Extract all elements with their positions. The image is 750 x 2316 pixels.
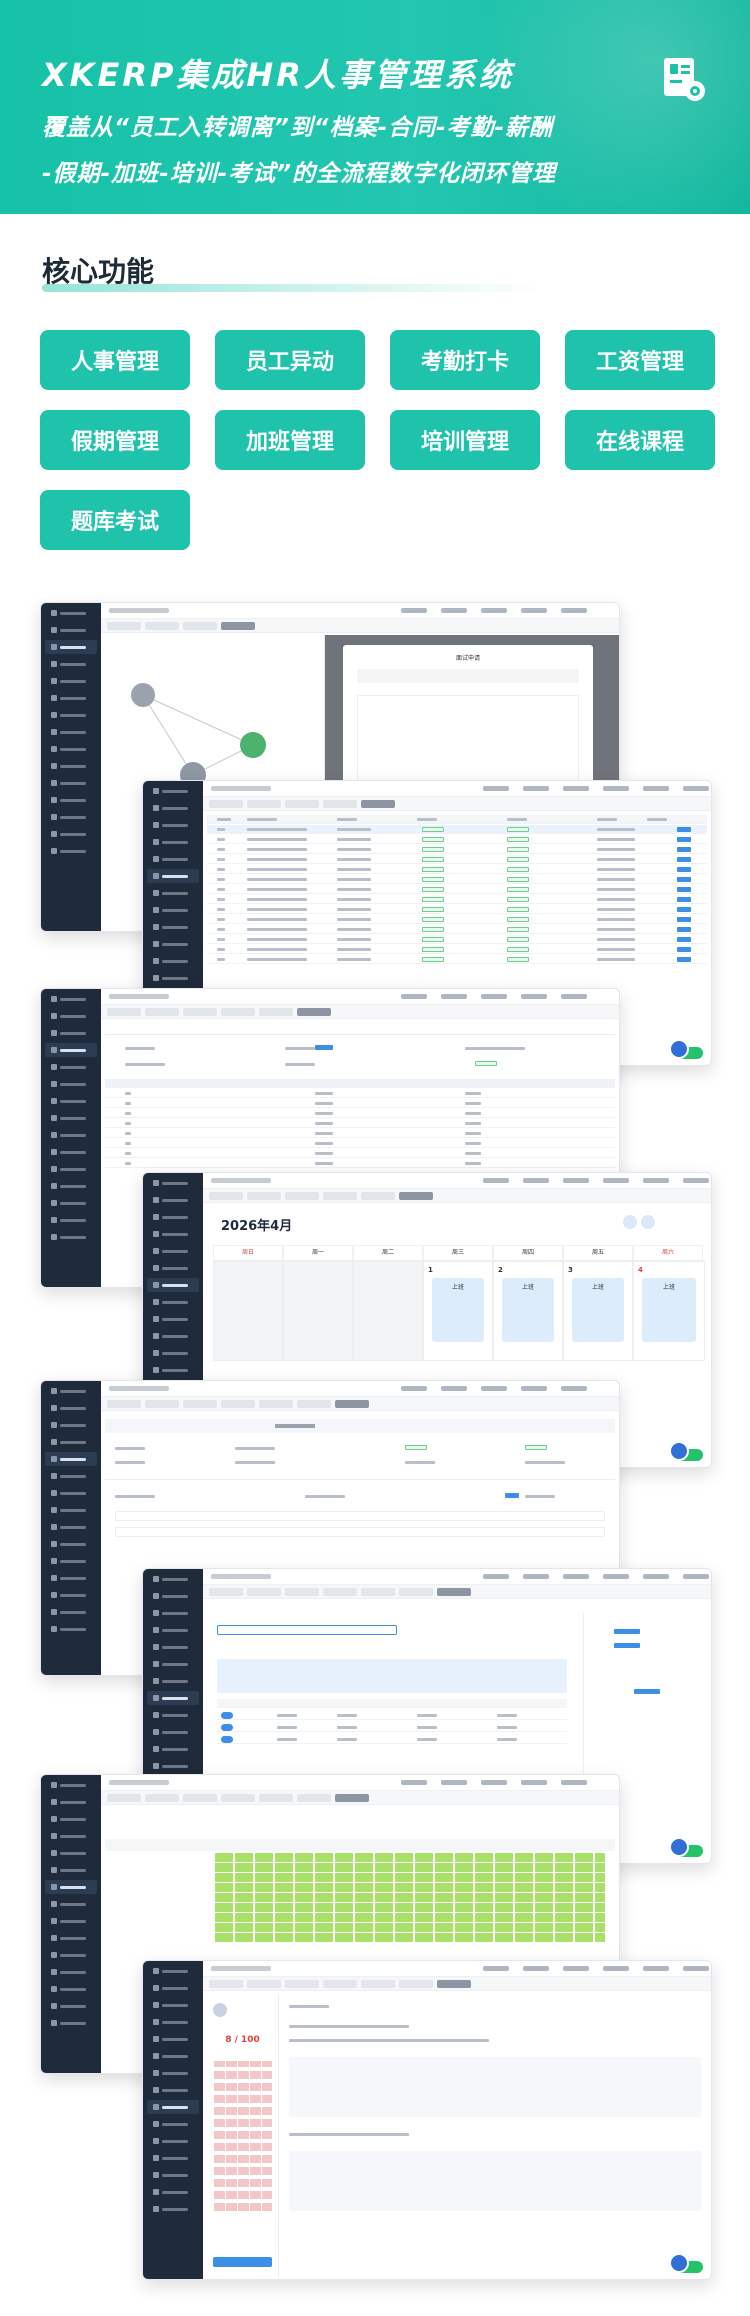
calendar-day[interactable]: 3 上班: [563, 1261, 633, 1361]
hero-subtitle-line2: -假期-加班-培训-考试”的全流程数字化闭环管理: [42, 161, 556, 187]
hero-title: XKERP集成HR人事管理系统: [42, 56, 514, 94]
dialog-title: 面试申请: [455, 655, 480, 662]
feature-question-bank-exam[interactable]: 题库考试: [40, 490, 190, 550]
feature-leave[interactable]: 假期管理: [40, 410, 190, 470]
calendar-day[interactable]: 1 上班: [423, 1261, 493, 1361]
feature-training[interactable]: 培训管理: [390, 410, 540, 470]
attendance-grid: [105, 1839, 615, 1959]
assistant-badge[interactable]: [669, 1837, 703, 1857]
calendar-day[interactable]: 4 上班: [633, 1261, 705, 1361]
weekday-tue: 周二: [353, 1245, 423, 1261]
feature-overtime[interactable]: 加班管理: [215, 410, 365, 470]
feature-hr-management[interactable]: 人事管理: [40, 330, 190, 390]
exam-score: 8 / 100: [225, 2035, 260, 2045]
assistant-badge[interactable]: [669, 2253, 703, 2273]
feature-attendance[interactable]: 考勤打卡: [390, 330, 540, 390]
weekday-sat: 周六: [633, 1245, 703, 1261]
weekday-sun: 周日: [213, 1245, 283, 1261]
feature-employee-change[interactable]: 员工异动: [215, 330, 365, 390]
calendar-weekday-row: 周日 周一 周二 周三 周四 周五 周六: [213, 1245, 703, 1261]
weekday-thu: 周四: [493, 1245, 563, 1261]
contract-table: [207, 815, 707, 1061]
sidebar: [41, 603, 101, 931]
calendar-month-title: 2026年4月: [221, 1219, 293, 1234]
shift-time-table: [217, 1699, 567, 1789]
section-title: 核心功能: [42, 255, 155, 288]
screenshot-attendance-grid: [40, 1774, 620, 2074]
assistant-badge[interactable]: [669, 1441, 703, 1461]
weekday-wed: 周三: [423, 1245, 493, 1261]
assistant-badge[interactable]: [669, 1039, 703, 1059]
hr-document-gear-icon: [664, 58, 705, 101]
screenshot-online-exam: 8 / 100: [142, 1960, 712, 2280]
feature-online-course[interactable]: 在线课程: [565, 410, 715, 470]
hero-banner: XKERP集成HR人事管理系统 覆盖从“员工入转调离”到“档案-合同-考勤-薪酬…: [0, 0, 750, 214]
weekday-mon: 周一: [283, 1245, 353, 1261]
section-underline: [42, 284, 542, 292]
calendar-day[interactable]: 2 上班: [493, 1261, 563, 1361]
hero-subtitle-line1: 覆盖从“员工入转调离”到“档案-合同-考勤-薪酬: [42, 115, 554, 141]
weekday-fri: 周五: [563, 1245, 633, 1261]
feature-payroll[interactable]: 工资管理: [565, 330, 715, 390]
